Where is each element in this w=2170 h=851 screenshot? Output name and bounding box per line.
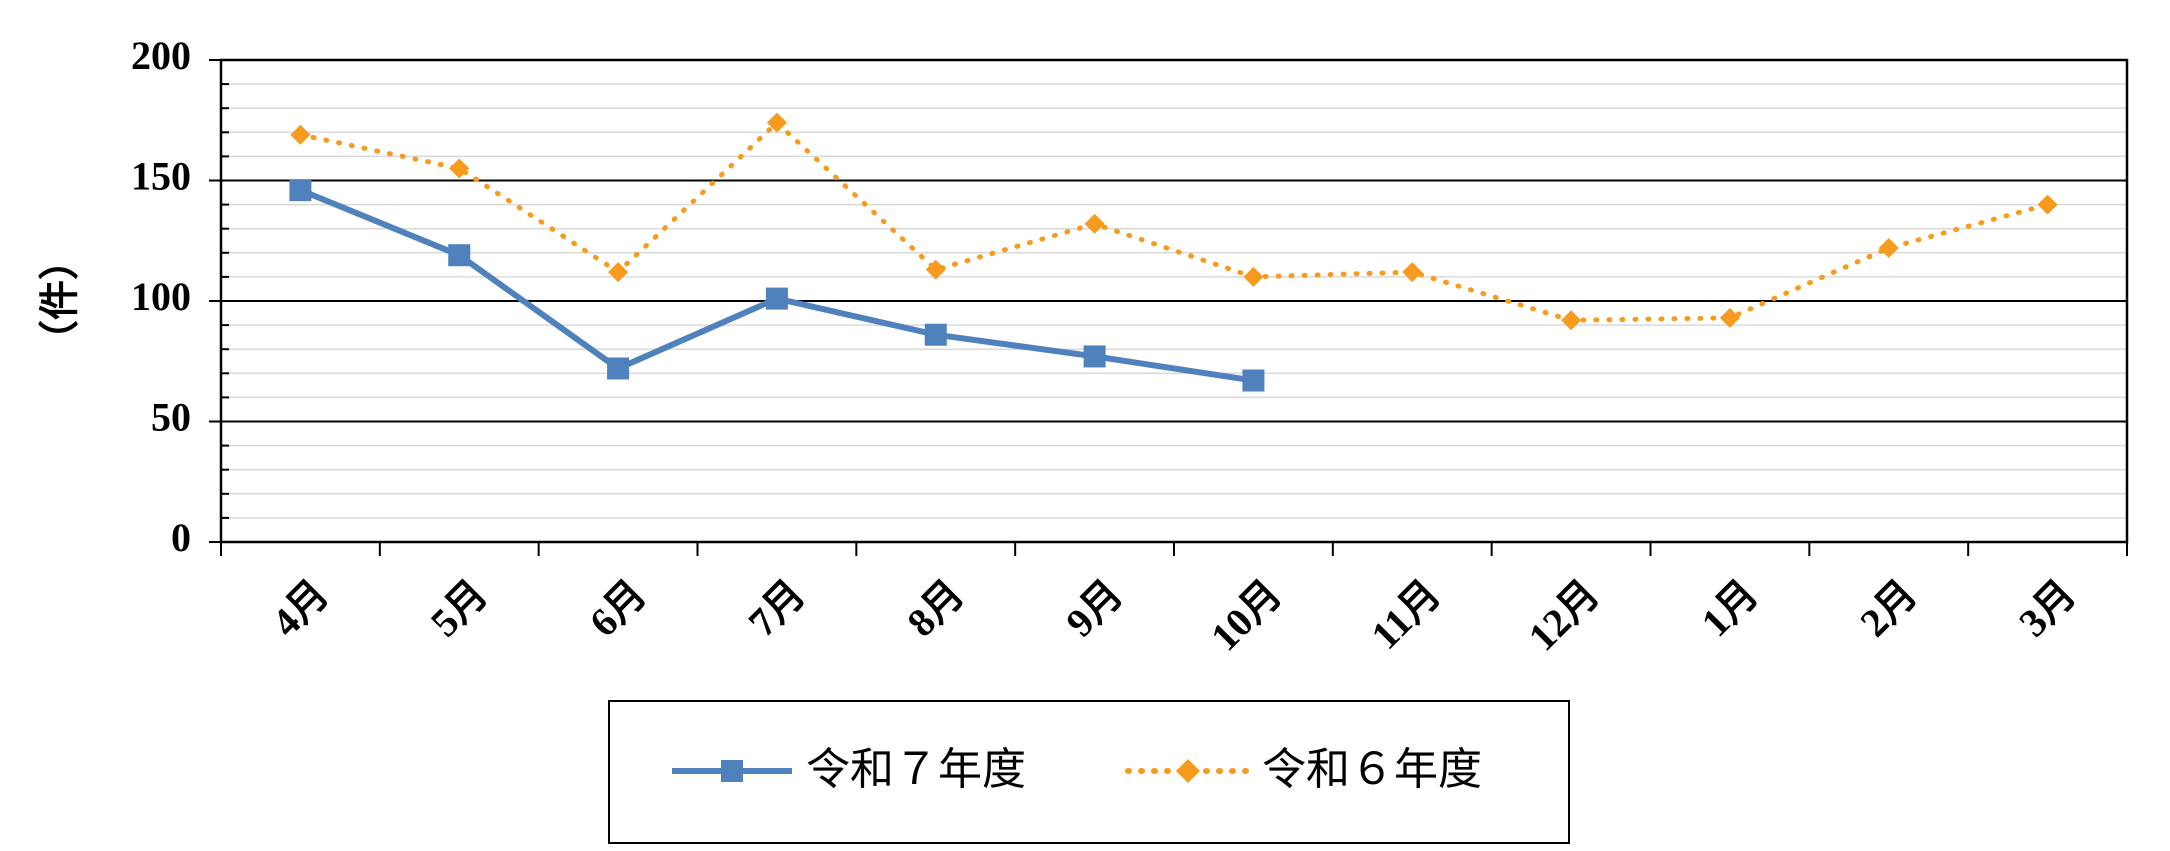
x-tick-label: 7月 xyxy=(740,571,814,645)
series-1-point xyxy=(449,158,470,179)
legend-label-0: 令和７年度 xyxy=(806,744,1026,795)
x-tick-label: 3月 xyxy=(2010,571,2084,645)
series-0-point xyxy=(289,179,312,202)
series-line-1 xyxy=(297,120,2051,323)
series-1-point xyxy=(2037,194,2058,215)
x-axis-ticks: 4月 5月 6月 7月 8月 9月 10月 11月 12月 1月 2月 3月 xyxy=(263,571,2084,659)
series-1-point xyxy=(1084,213,1105,234)
y-tick-label: 200 xyxy=(131,33,191,78)
x-tick-label: 1月 xyxy=(1693,571,1767,645)
series-0-point xyxy=(1083,345,1106,368)
series-0-point xyxy=(1242,369,1265,392)
x-tick-label: 11月 xyxy=(1362,571,1449,658)
x-tick-label: 12月 xyxy=(1520,571,1608,659)
series-1-point xyxy=(1719,307,1740,328)
series-0-point xyxy=(448,244,471,267)
legend-label-1: 令和６年度 xyxy=(1262,744,1482,795)
series-1-point xyxy=(925,259,946,280)
y-tick-label: 150 xyxy=(131,154,191,199)
x-tick-label: 9月 xyxy=(1057,571,1131,645)
legend-swatch-marker-0 xyxy=(721,760,743,782)
series-0-point xyxy=(924,323,947,346)
series-line-0 xyxy=(299,187,1254,384)
y-tick-label: 100 xyxy=(131,274,191,319)
series-1-point xyxy=(1561,310,1582,331)
series-layer xyxy=(289,112,2058,392)
minor-gridlines xyxy=(221,83,2127,519)
major-gridlines xyxy=(221,179,2127,423)
series-1-point xyxy=(1878,237,1899,258)
x-tick-label: 2月 xyxy=(1851,571,1925,645)
y-axis-label: （件） xyxy=(37,240,83,360)
series-1-point xyxy=(766,112,787,133)
x-tick-label: 4月 xyxy=(263,571,337,645)
legend: 令和７年度 令和６年度 xyxy=(608,700,1570,844)
x-tick-label: 8月 xyxy=(898,571,972,645)
series-0-point xyxy=(765,287,788,310)
axes xyxy=(209,58,2129,556)
x-tick-label: 6月 xyxy=(581,571,655,645)
series-0-point xyxy=(607,357,630,380)
legend-swatch-marker-1 xyxy=(1176,759,1200,783)
series-1-point xyxy=(290,124,311,145)
y-tick-label: 0 xyxy=(171,515,191,560)
series-1-point xyxy=(1402,262,1423,283)
series-1-point xyxy=(608,262,629,283)
x-tick-label: 5月 xyxy=(422,571,496,645)
y-tick-label: 50 xyxy=(151,395,191,440)
y-axis-ticks: 0 50 100 150 200 xyxy=(131,33,191,560)
x-tick-label: 10月 xyxy=(1202,571,1290,659)
series-1-point xyxy=(1243,266,1264,287)
